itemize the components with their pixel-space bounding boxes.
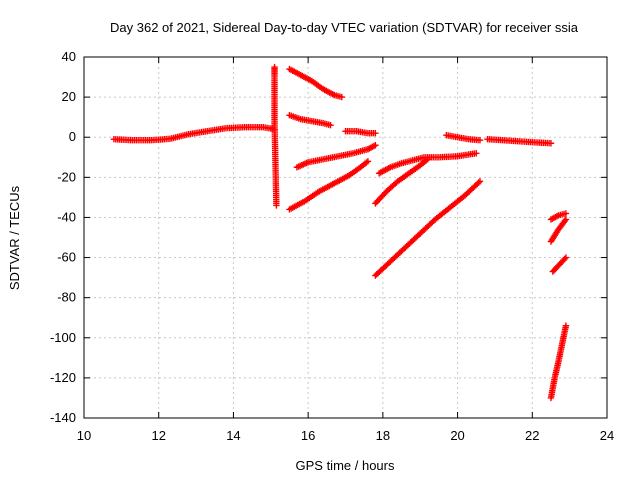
y-tick-label: 0 bbox=[69, 129, 76, 144]
data-point-track-h bbox=[473, 150, 480, 157]
data-point-track-p bbox=[562, 322, 570, 329]
x-tick-label: 18 bbox=[376, 428, 390, 443]
data-point-track-l bbox=[547, 140, 555, 147]
x-tick-label: 24 bbox=[600, 428, 614, 443]
y-tick-label: -20 bbox=[57, 169, 76, 184]
y-tick-label: -40 bbox=[57, 209, 76, 224]
y-axis-label: SDTVAR / TECUs bbox=[7, 185, 22, 290]
data-point-track-n bbox=[561, 217, 569, 225]
tick-labels: 10 12 14 16 18 20 22 24 40 20 0 -20 -40 -60 -80 -100 -12… bbox=[50, 49, 614, 443]
y-tick-label: 40 bbox=[62, 49, 76, 64]
grid bbox=[84, 57, 607, 418]
data-point-track-c bbox=[338, 93, 345, 101]
x-tick-label: 14 bbox=[226, 428, 240, 443]
x-tick-label: 22 bbox=[525, 428, 539, 443]
data-point-track-j bbox=[476, 178, 484, 185]
data-point-track-f bbox=[372, 142, 379, 149]
data-marks bbox=[110, 63, 570, 402]
data-point-track-d bbox=[327, 121, 334, 129]
data-point-track-e bbox=[372, 130, 379, 137]
data-point-track-i bbox=[424, 156, 431, 163]
plot-frame bbox=[83, 56, 608, 419]
data-point-track-g bbox=[364, 158, 372, 165]
x-tick-label: 16 bbox=[301, 428, 315, 443]
data-point-track-o bbox=[562, 254, 570, 261]
chart-title: Day 362 of 2021, Sidereal Day-to-day VTE… bbox=[110, 20, 579, 35]
x-tick-label: 20 bbox=[450, 428, 464, 443]
y-tick-label: 20 bbox=[62, 89, 76, 104]
y-tick-label: -100 bbox=[50, 330, 76, 345]
y-tick-label: -80 bbox=[57, 290, 76, 305]
x-tick-label: 10 bbox=[77, 428, 91, 443]
x-tick-label: 12 bbox=[151, 428, 165, 443]
data-point-track-m bbox=[562, 210, 570, 217]
y-tick-label: -120 bbox=[50, 370, 76, 385]
y-tick-label: -140 bbox=[50, 410, 76, 425]
x-axis-label: GPS time / hours bbox=[296, 458, 395, 473]
y-tick-label: -60 bbox=[57, 250, 76, 265]
data-point-track-o bbox=[561, 255, 568, 263]
data-point-track-b bbox=[273, 202, 280, 209]
data-point-track-n bbox=[562, 216, 570, 223]
data-point-track-j bbox=[475, 179, 482, 186]
data-point-track-k bbox=[476, 137, 484, 144]
